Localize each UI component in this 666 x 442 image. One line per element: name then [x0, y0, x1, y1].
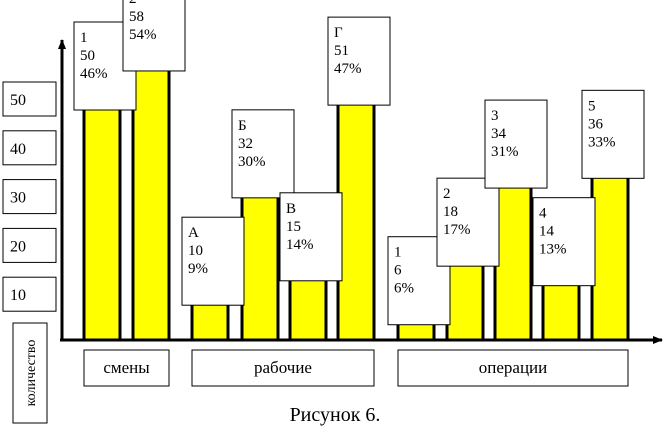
data-label-box: [327, 16, 391, 106]
y-axis-label-box: [12, 322, 48, 424]
bar: [131, 55, 171, 342]
bar-percent: 33%: [588, 134, 616, 150]
bar-percent: 54%: [129, 27, 157, 43]
bar-label: 3: [491, 108, 499, 124]
bar: [493, 172, 533, 342]
bar-value: 58: [129, 9, 144, 25]
bar-label: А: [188, 225, 199, 241]
bar-percent: 46%: [80, 66, 108, 82]
bar-label: В: [286, 201, 296, 217]
data-label-box: [122, 0, 186, 72]
bar-percent: 9%: [188, 261, 208, 277]
y-tick-label: 20: [10, 238, 26, 255]
bar-label: Г: [334, 25, 343, 41]
bar-value: 18: [443, 204, 458, 220]
y-tick-label: 10: [10, 287, 26, 304]
figure-caption: Рисунок 6.: [290, 404, 381, 426]
bar: [590, 162, 630, 342]
bar: [336, 89, 376, 342]
group-label: операции: [479, 358, 547, 377]
y-tick-box: [2, 276, 57, 312]
bar-value: 32: [238, 136, 253, 152]
bar-percent: 6%: [394, 281, 414, 297]
bar-label: 1: [394, 245, 402, 261]
group-label: смены: [103, 358, 150, 377]
bar-value: 51: [334, 43, 349, 59]
bar-value: 50: [80, 48, 95, 64]
bar-value: 10: [188, 243, 203, 259]
group-label-box: [83, 349, 170, 387]
bar: [445, 250, 485, 342]
data-label-box: [484, 99, 548, 189]
y-axis-label: количество: [24, 340, 39, 407]
data-label-box: [581, 89, 645, 179]
bar-label: 5: [588, 98, 596, 114]
bar-percent: 13%: [539, 242, 567, 258]
bar-value: 34: [491, 126, 507, 142]
y-tick-label: 50: [10, 92, 26, 109]
y-tick-label: 30: [10, 190, 26, 207]
bar-percent: 14%: [286, 237, 314, 253]
bar-label: 2: [129, 0, 137, 7]
group-label-box: [191, 349, 375, 387]
y-tick-box: [2, 227, 57, 263]
bar-value: 15: [286, 219, 301, 235]
bar-percent: 31%: [491, 144, 519, 160]
data-label-box: [436, 177, 500, 267]
group-label-box: [397, 349, 629, 387]
y-tick-box: [2, 130, 57, 166]
group-label: рабочие: [254, 358, 312, 377]
bar-percent: 17%: [443, 222, 471, 238]
bar: [82, 94, 122, 342]
bar-value: 36: [588, 116, 604, 132]
bar-value: 14: [539, 224, 555, 240]
bar-percent: 30%: [238, 154, 266, 170]
bar-label: Б: [238, 118, 247, 134]
data-label-box: [532, 197, 596, 287]
y-tick-box: [2, 81, 57, 117]
bar-value: 6: [394, 263, 402, 279]
y-tick-box: [2, 179, 57, 215]
bar-label: 2: [443, 186, 451, 202]
y-tick-label: 40: [10, 141, 26, 158]
data-label-box: [231, 109, 295, 199]
bar-percent: 47%: [334, 61, 362, 77]
data-label-box: [279, 192, 343, 282]
bar: [240, 182, 280, 342]
data-label-box: [181, 216, 245, 306]
bar-label: 1: [80, 30, 88, 46]
bar-label: 4: [539, 206, 547, 222]
